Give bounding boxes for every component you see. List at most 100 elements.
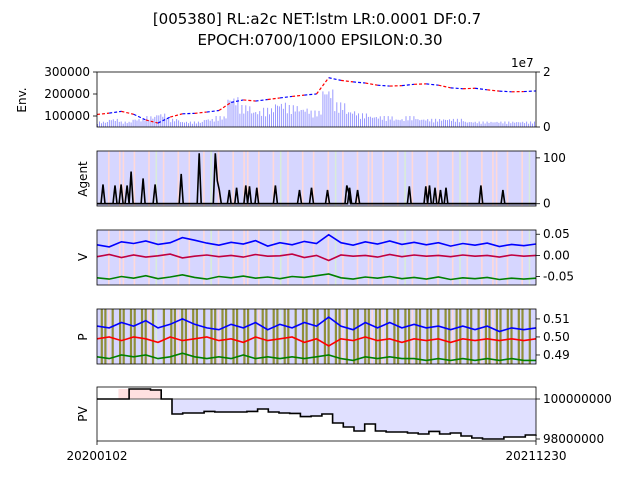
value-band-50 (279, 230, 282, 285)
price-segment-0 (96, 112, 110, 116)
volume-bar-173 (439, 119, 441, 127)
policy-explore-27 (195, 309, 198, 364)
agent-band-74 (367, 151, 370, 206)
volume-bar-193 (478, 121, 480, 127)
policy-explore-84 (404, 309, 407, 364)
value-band-52 (287, 230, 289, 285)
volume-bar-56 (207, 119, 209, 127)
policy-explore-21 (173, 309, 176, 364)
pv-y-tick-label-0: 100000000 (543, 392, 612, 406)
volume-bar-150 (393, 120, 395, 127)
volume-bar-49 (193, 121, 195, 127)
agent-band-bg (97, 151, 536, 206)
policy-line-1 (96, 336, 537, 347)
agent-panel: Agent 0 100 (76, 150, 566, 211)
volume-bar-152 (397, 119, 399, 127)
volume-bar-160 (413, 116, 415, 127)
x-tick-label-start: 20200102 (66, 449, 127, 463)
volume-bar-17 (130, 122, 132, 127)
volume-bar-84 (263, 107, 265, 127)
volume-bar-59 (213, 121, 215, 127)
price-segment-21 (353, 81, 366, 84)
volume-bar-151 (395, 119, 397, 127)
policy-explore-26 (192, 309, 195, 364)
agent-band-10 (133, 151, 136, 206)
volume-bar-218 (528, 123, 530, 127)
policy-explore-45 (261, 309, 264, 364)
portfolio-fill (97, 389, 536, 439)
policy-explore-23 (181, 309, 184, 364)
volume-bar-28 (152, 118, 154, 127)
volume-bar-102 (298, 111, 300, 127)
volume-bar-178 (449, 119, 450, 127)
volume-bar-18 (132, 119, 134, 127)
volume-bar-95 (284, 102, 286, 127)
volume-bar-217 (526, 121, 528, 127)
agent-band-65 (334, 151, 337, 206)
volume-bar-208 (508, 121, 510, 127)
policy-explore-102 (470, 309, 473, 364)
volume-bar-1 (99, 121, 100, 127)
policy-explore-79 (386, 309, 389, 364)
agent-action-bands (97, 151, 536, 206)
volume-bar-110 (314, 110, 316, 127)
volume-bar-138 (369, 116, 371, 127)
volume-bar-52 (199, 122, 201, 127)
volume-bar-45 (186, 121, 187, 127)
volume-bar-103 (300, 110, 302, 127)
volume-bar-40 (176, 119, 178, 127)
volume-bar-192 (476, 123, 478, 127)
agent-band-63 (327, 151, 330, 206)
volume-bar-204 (500, 121, 502, 127)
value-band-116 (521, 230, 523, 285)
policy-band-108 (492, 309, 494, 364)
volume-bar-101 (296, 106, 298, 127)
agent-band-6 (119, 151, 121, 206)
agent-band-50 (279, 151, 282, 206)
volume-bar-5 (106, 122, 108, 127)
agent-band-93 (437, 151, 439, 206)
agent-band-105 (481, 151, 483, 206)
env-secondary-yticks: 02 (536, 65, 551, 134)
price-segment-3 (133, 113, 147, 121)
volume-bar-171 (435, 118, 437, 127)
agent-band-44 (258, 151, 260, 206)
volume-bar-159 (411, 120, 413, 127)
value-band-112 (506, 230, 509, 285)
price-segment-19 (328, 77, 342, 81)
volume-bar-120 (334, 111, 336, 127)
volume-bar-116 (326, 94, 328, 127)
volume-bar-146 (385, 120, 387, 127)
volume-bar-199 (490, 121, 492, 127)
policy-explore-57 (305, 309, 308, 364)
price-segment-33 (499, 90, 512, 93)
volume-bar-172 (437, 121, 439, 127)
value-panel: V 0.05 0.00 -0.05 (76, 227, 574, 286)
value-band-71 (356, 230, 359, 285)
volume-bar-147 (387, 116, 389, 127)
volume-bar-145 (383, 116, 385, 127)
volume-bar-183 (458, 122, 460, 127)
volume-bar-197 (486, 121, 488, 127)
volume-bar-119 (332, 89, 334, 127)
policy-explore-51 (283, 309, 286, 364)
policy-explore-87 (415, 309, 418, 364)
volume-bar-71 (237, 97, 239, 127)
volume-bar-212 (516, 122, 518, 127)
volume-bar-155 (403, 121, 405, 127)
policy-explore-106 (484, 309, 487, 364)
value-band-41 (247, 230, 249, 285)
value-y-tick-label-0: 0.05 (543, 227, 570, 241)
agent-band-59 (312, 151, 315, 206)
volume-bar-57 (209, 120, 211, 127)
value-band-3 (108, 230, 110, 285)
volume-bar-210 (512, 121, 514, 127)
volume-bar-97 (288, 105, 290, 127)
env-y-tick-label-0: 100000 (44, 109, 90, 123)
policy-band-78 (382, 309, 384, 364)
price-segment-9 (206, 109, 220, 113)
volume-bar-89 (273, 112, 274, 127)
policy-explore-74 (367, 309, 370, 364)
volume-bar-162 (417, 119, 419, 127)
volume-bar-78 (251, 113, 253, 127)
